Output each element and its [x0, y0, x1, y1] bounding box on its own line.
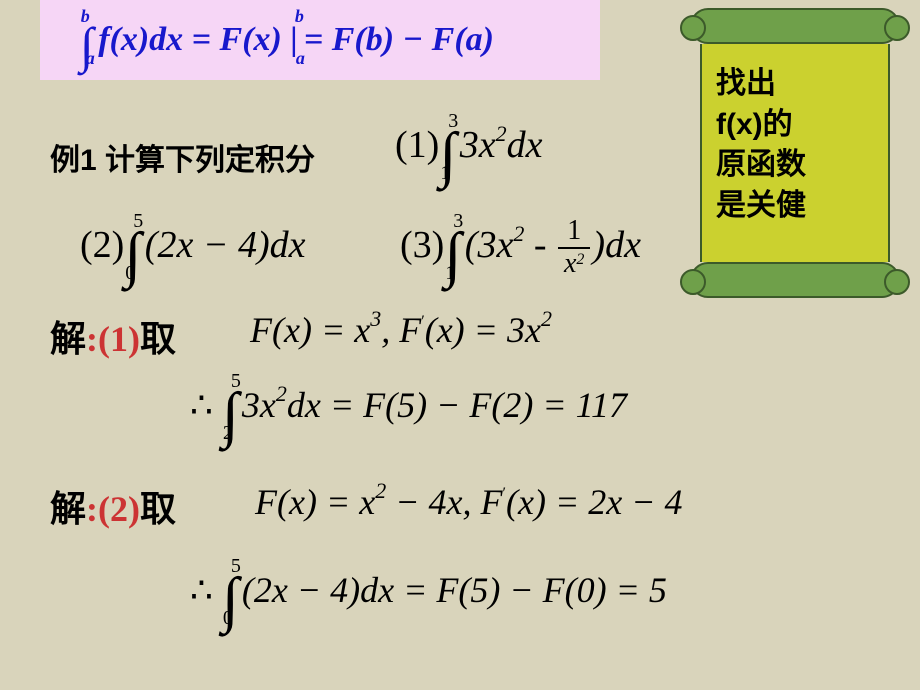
- problem-3: (3)∫31 (3x2 - 1x2)dx: [400, 210, 641, 291]
- p2-prefix: (2): [80, 224, 124, 266]
- formula-banner: ∫ab f(x)dx = F(x) |ab= F(b) − F(a): [40, 0, 600, 80]
- solution-1-label: 解:(1)取: [50, 310, 176, 362]
- solution-1-line-2: ∴ ∫52 3x2dx = F(5) − F(2) = 117: [190, 370, 627, 451]
- solution-1-line-1: F(x) = x3, F′(x) = 3x2: [250, 306, 552, 351]
- example-heading: 例1 计算下列定积分: [50, 135, 315, 179]
- problem-2: (2)∫50 (2x − 4)dx: [80, 210, 306, 291]
- hint-text: 找出 f(x)的 原函数 是关健: [700, 44, 890, 262]
- p1-prefix: (1): [395, 124, 439, 166]
- hint-line-2: f(x)的: [716, 105, 874, 146]
- hint-line-1: 找出: [716, 64, 874, 105]
- scroll-roll-top: [690, 8, 900, 44]
- hint-line-3: 原函数: [716, 145, 874, 186]
- fundamental-theorem: ∫ab f(x)dx = F(x) |ab= F(b) − F(a): [80, 6, 494, 74]
- solution-2-line-1: F(x) = x2 − 4x, F′(x) = 2x − 4: [255, 478, 683, 523]
- scroll-roll-bottom: [690, 262, 900, 298]
- problem-1: (1)∫31 3x2dx: [395, 110, 543, 191]
- hint-scroll: 找出 f(x)的 原函数 是关健: [690, 8, 900, 298]
- solution-2-label: 解:(2)取: [50, 480, 176, 532]
- p3-prefix: (3): [400, 224, 444, 266]
- solution-2-line-2: ∴ ∫50 (2x − 4)dx = F(5) − F(0) = 5: [190, 555, 667, 636]
- hint-line-4: 是关健: [716, 186, 874, 227]
